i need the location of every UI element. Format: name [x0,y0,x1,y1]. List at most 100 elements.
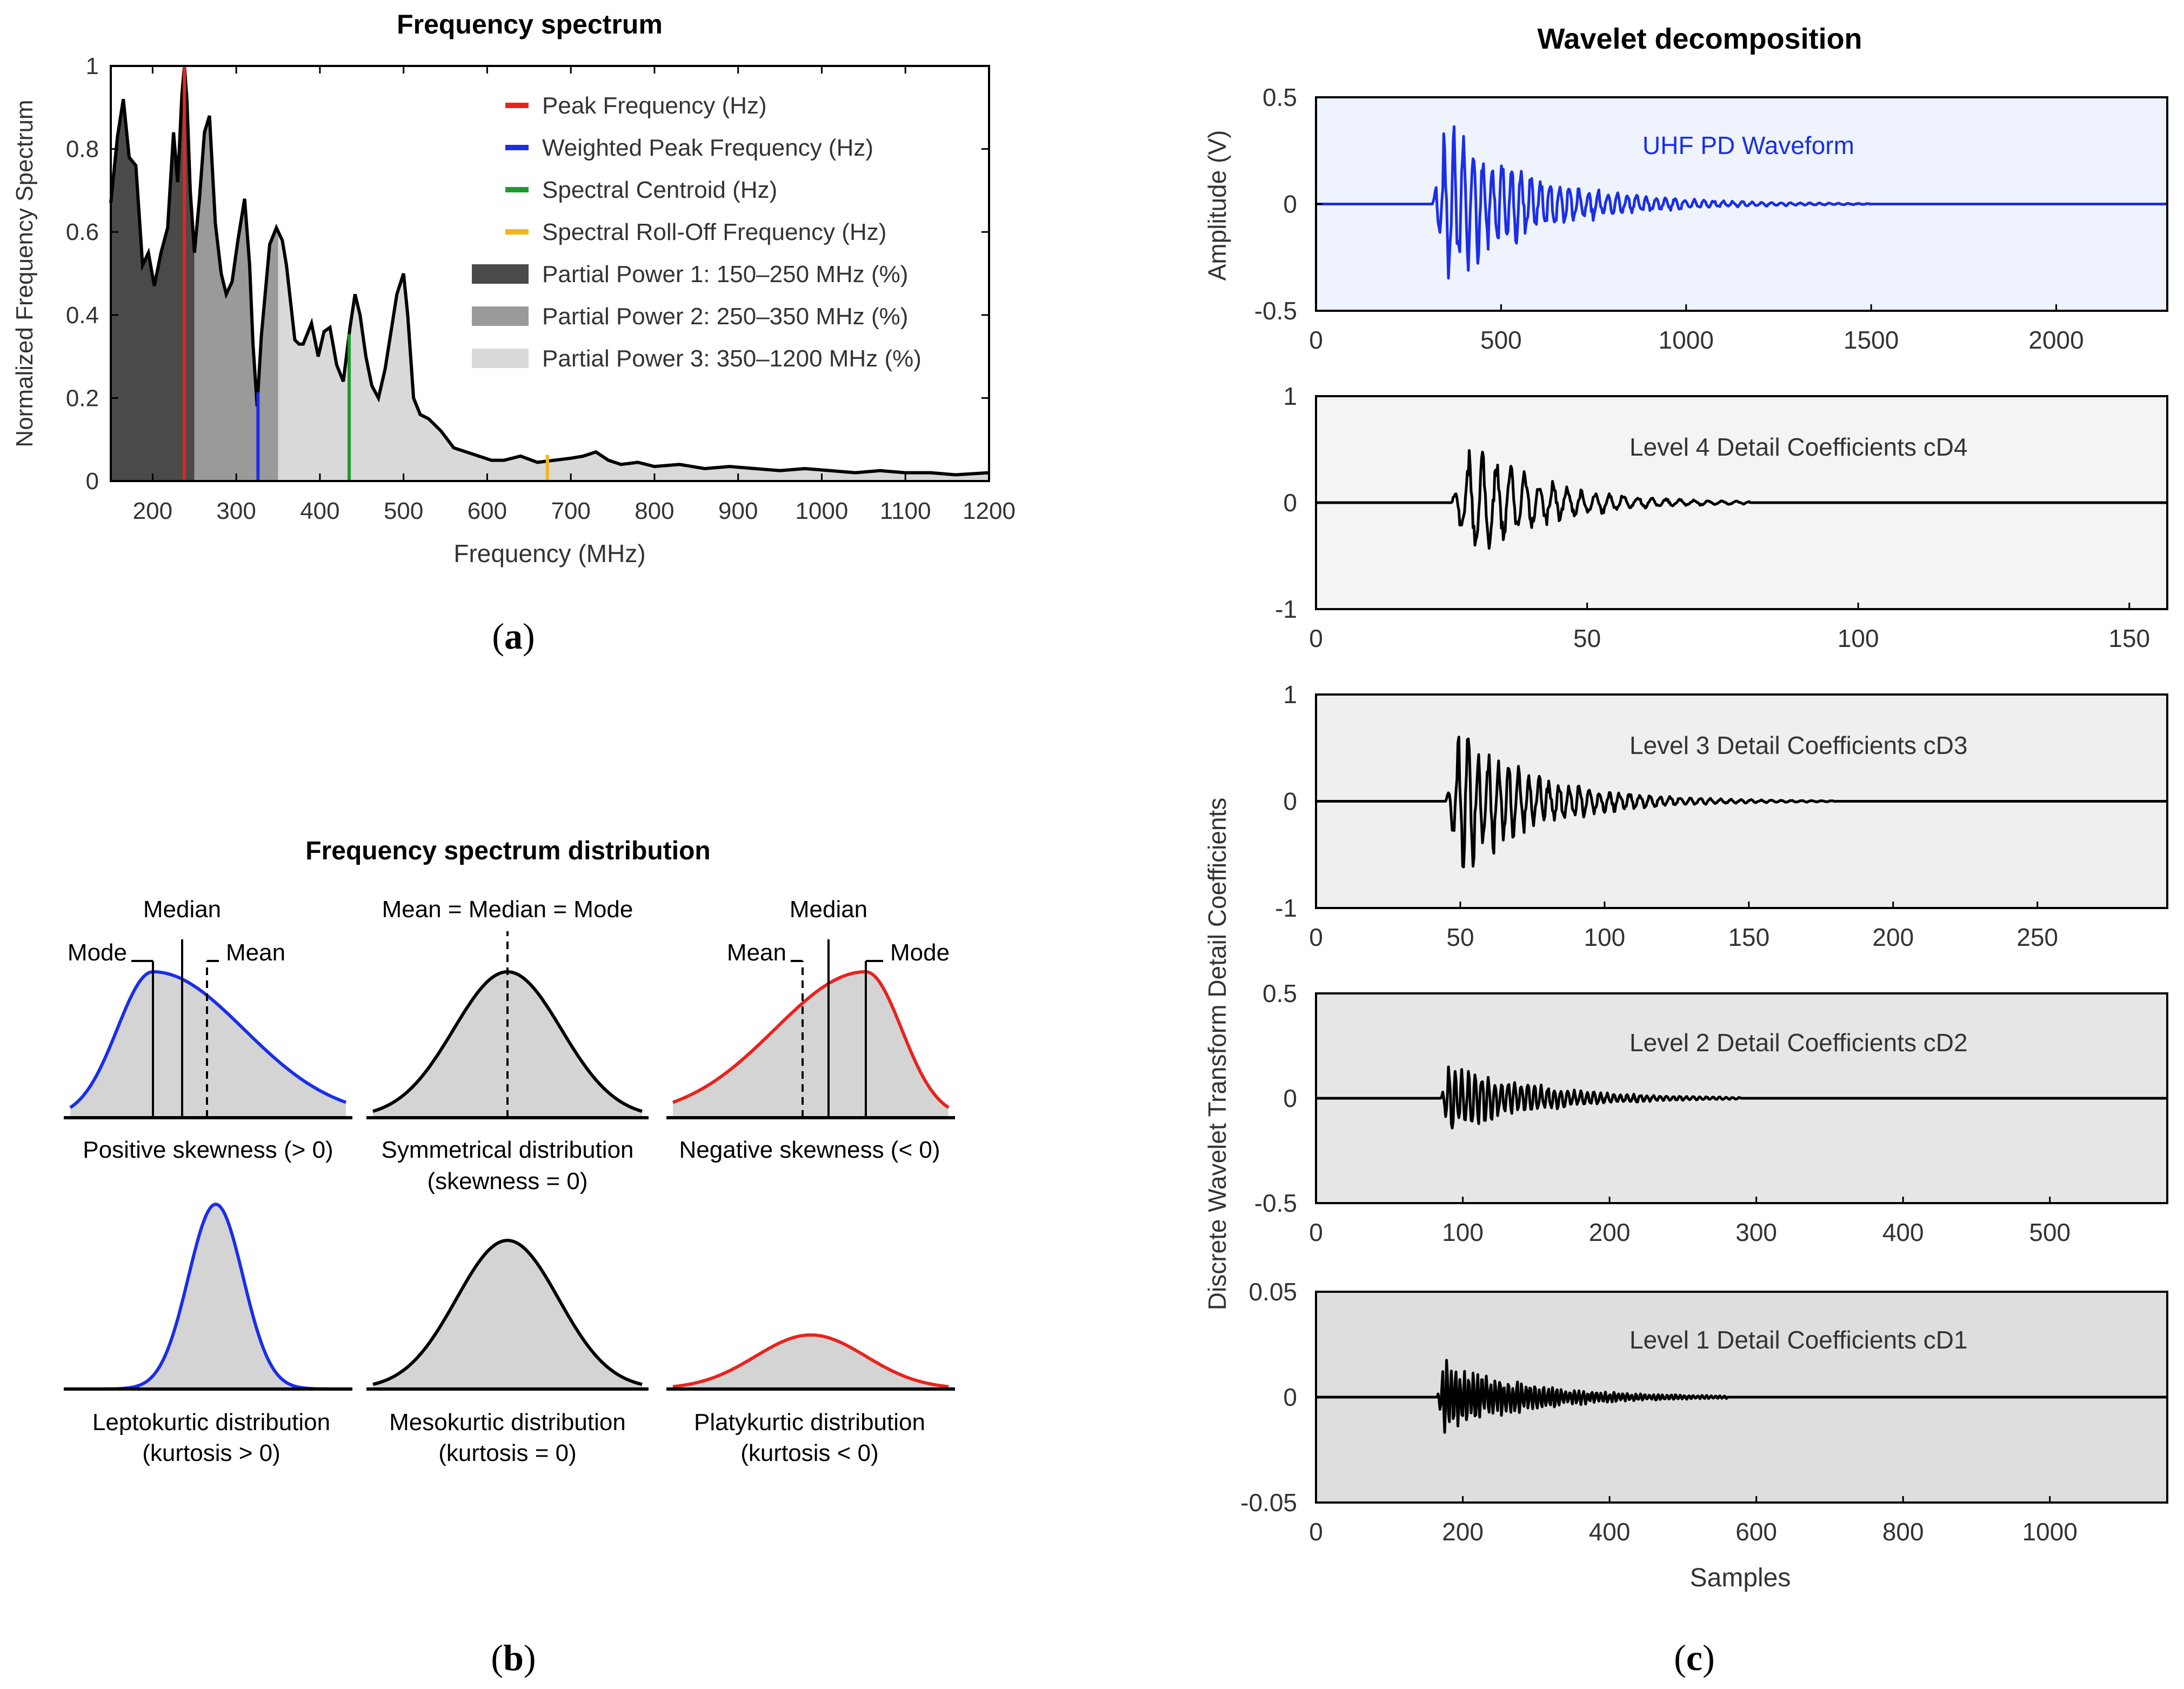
distribution-fill [373,972,642,1118]
y-tick-label: 0.4 [66,302,99,329]
x-tick-label: 100 [1442,1218,1484,1246]
x-tick-label: 1000 [1659,326,1714,354]
y-tick-label: 0 [1283,1383,1297,1411]
legend-entry: Weighted Peak Frequency (Hz) [505,135,873,161]
distribution-caption-sub: (kurtosis = 0) [438,1440,577,1466]
y-tick-label: 1 [86,53,99,79]
mesokurtic-distribution: Mesokurtic distribution (kurtosis = 0) [366,1238,649,1466]
spectrum-x-label: Frequency (MHz) [453,539,645,568]
subplot-label: UHF PD Waveform [1642,131,1854,159]
legend-label: Partial Power 3: 350–1200 MHz (%) [542,345,921,372]
legend-entry: Spectral Roll-Off Frequency (Hz) [505,219,886,245]
waveform-y-label: Amplitude (V) [1203,130,1231,281]
y-tick-label: 0.05 [1248,1278,1297,1306]
x-tick-label: 400 [1882,1218,1924,1246]
y-tick-label: 0.5 [1263,83,1297,111]
x-tick-label: 0 [1309,326,1323,354]
legend-label: Spectral Roll-Off Frequency (Hz) [542,219,886,245]
legend-entry: Spectral Centroid (Hz) [505,177,777,203]
x-tick-label: 1000 [2022,1518,2078,1546]
panel-b-caption: (b) [491,1637,536,1678]
x-tick-label: 600 [467,498,507,524]
distribution-caption-sub: (kurtosis < 0) [740,1440,879,1466]
legend-patch-swatch [472,306,529,326]
platykurtic-distribution: Platykurtic distribution (kurtosis < 0) [666,1333,955,1466]
x-tick-label: 200 [1442,1518,1484,1546]
subplot-uhf_pd_waveform: UHF PD Waveform 0 500 1000 1500 2000 -0.5 0 0.5 [1254,83,2168,354]
distribution-caption: Platykurtic distribution [694,1409,925,1436]
panel-b-title: Frequency spectrum distribution [305,837,710,865]
legend-entry: Peak Frequency (Hz) [505,92,767,119]
distribution-fill [70,972,346,1118]
signal-trace [1315,1359,2168,1434]
spectrum-curve [109,65,990,477]
signal-trace [1315,449,2168,550]
x-tick-label: 500 [1480,326,1522,354]
distribution-curve [672,1333,949,1388]
distribution-caption: Symmetrical distribution [381,1137,633,1163]
x-tick-label: 0 [1309,1518,1323,1546]
x-tick-label: 600 [1735,1518,1777,1546]
spectral-feature-markers [183,66,549,481]
mean-label: Mean [727,939,786,966]
x-tick-label: 400 [1589,1518,1631,1546]
distribution-fill [86,1204,335,1389]
signal-trace [1315,736,2168,869]
x-tick-label: 200 [133,498,172,524]
samples-x-label: Samples [1690,1564,1791,1592]
subplot-label: Level 2 Detail Coefficients cD2 [1629,1029,1968,1057]
subplot-label: Level 1 Detail Coefficients cD1 [1629,1326,1968,1354]
median-label: Median [790,896,867,923]
distribution-fill [673,972,949,1118]
signal-trace [1315,1065,2168,1130]
legend-patch-swatch [472,349,529,368]
legend-label: Spectral Centroid (Hz) [542,177,777,203]
x-tick-label: 0 [1309,1218,1323,1246]
subplot-cD1: Level 1 Detail Coefficients cD1 0 200 400 60… [1240,1278,2168,1546]
leptokurtic-distribution: Leptokurtic distribution (kurtosis > 0) [64,1203,352,1466]
distribution-fill [373,1240,642,1389]
legend-entry: Partial Power 1: 150–250 MHz (%) [472,261,908,288]
panel-a-title: Frequency spectrum [397,9,663,39]
spectrum-y-label: Normalized Frequency Spectrum [11,99,38,447]
partial-power-band-1 [111,66,195,481]
mode-label: Mode [68,939,127,966]
mean-label: Mean [226,939,285,966]
detail-coefficients-y-label: Discrete Wavelet Transform Detail Coeffi… [1203,798,1231,1310]
subplot-cD3: Level 3 Detail Coefficients cD3 0 50 100 150… [1275,680,2168,951]
spectrum-axes-box [110,65,990,482]
distribution-caption: Positive skewness (> 0) [83,1137,333,1163]
legend-label: Partial Power 2: 250–350 MHz (%) [542,303,908,330]
x-tick-label: 1100 [880,498,931,524]
x-tick-label: 0 [1309,923,1323,951]
y-tick-label: -0.5 [1254,297,1297,325]
x-tick-label: 400 [300,498,339,524]
mode-label: Mode [890,939,950,966]
spectrum-x-ticks: 200 300 400 500 600 700 800 900 1000 1100 1200 [133,66,1016,524]
panel-c-title: Wavelet decomposition [1537,23,1862,55]
x-tick-label: 250 [2016,923,2058,951]
legend-label: Weighted Peak Frequency (Hz) [542,135,873,161]
y-tick-label: 1 [1283,680,1297,709]
spectrum-y-ticks: 0 0.2 0.4 0.6 0.8 1 [66,53,989,495]
x-tick-label: 100 [1838,624,1879,652]
distribution-caption: Leptokurtic distribution [92,1409,330,1436]
panel-b: Frequency spectrum distribution Mode Medi… [64,837,955,1678]
distribution-curve [672,970,950,1109]
y-tick-label: 0 [1283,489,1297,517]
x-tick-label: 700 [551,498,590,524]
distribution-caption-sub: (skewness = 0) [427,1168,587,1194]
subplot-label: Level 4 Detail Coefficients cD4 [1629,433,1968,461]
y-tick-label: 1 [1283,382,1297,410]
subplot-cD2: Level 2 Detail Coefficients cD2 0 100 200 30… [1254,979,2168,1246]
x-tick-label: 2000 [2028,326,2083,354]
y-tick-label: 0.5 [1263,979,1297,1007]
distribution-fill [673,1335,949,1389]
legend-entry: Partial Power 3: 350–1200 MHz (%) [472,345,921,372]
y-tick-label: 0 [1283,190,1297,218]
panel-a: Frequency spectrum 200 300 400 500 600 700 800… [11,9,1016,657]
x-tick-label: 300 [216,498,256,524]
